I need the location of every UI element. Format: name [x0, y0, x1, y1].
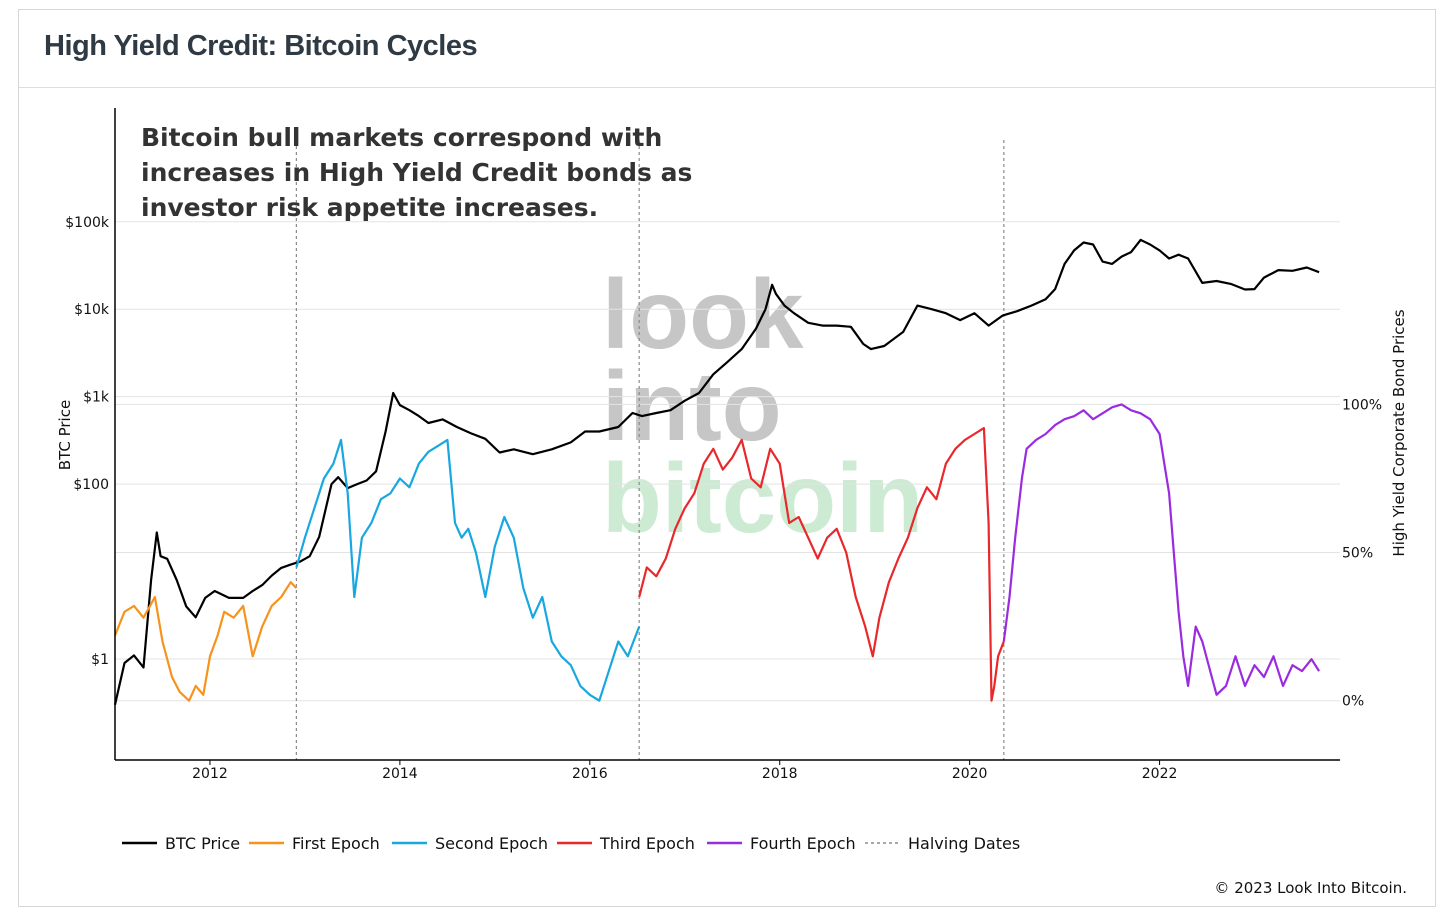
grid-lines: [115, 221, 1340, 702]
left-tick-label: $100: [73, 477, 109, 493]
series-lines: [113, 238, 1321, 705]
page-title: High Yield Credit: Bitcoin Cycles: [44, 30, 478, 62]
watermark-text: bitcoin: [602, 443, 923, 553]
legend-label: Halving Dates: [908, 834, 1020, 853]
chart-annotation: Bitcoin bull markets correspond with incr…: [141, 123, 692, 222]
annotation-line: increases in High Yield Credit bonds as: [141, 158, 692, 187]
left-tick-label: $1k: [83, 390, 110, 406]
left-tick-label: $10k: [74, 302, 110, 318]
watermark-text: into: [602, 351, 782, 461]
legend: BTC Price First Epoch Second Epoch Third Ep…: [122, 834, 1020, 853]
legend-label: Third Epoch: [599, 834, 695, 853]
x-tick-label: 2012: [192, 766, 228, 782]
annotation-line: investor risk appetite increases.: [141, 193, 598, 222]
annotation-line: Bitcoin bull markets correspond with: [141, 123, 662, 152]
x-tick-label: 2022: [1142, 766, 1178, 782]
right-tick-label: 0%: [1342, 694, 1364, 710]
legend-label: Second Epoch: [435, 834, 548, 853]
legend-label: First Epoch: [292, 834, 380, 853]
right-tick-label: 100%: [1342, 397, 1382, 413]
copyright-text: © 2023 Look Into Bitcoin.: [1214, 879, 1407, 897]
series-second-epoch: [295, 438, 641, 702]
x-tick-label: 2014: [382, 766, 418, 782]
left-tick-label: $100k: [65, 215, 110, 231]
card-header: High Yield Credit: Bitcoin Cycles: [19, 10, 1435, 88]
series-fourth-epoch: [1002, 403, 1321, 696]
x-tick-label: 2020: [952, 766, 988, 782]
right-axis-title: High Yield Corporate Bond Prices: [1390, 309, 1408, 556]
right-tick-label: 50%: [1342, 546, 1373, 562]
series-first-epoch: [113, 581, 298, 702]
left-axis-title: BTC Price: [56, 400, 74, 470]
x-tick-label: 2016: [572, 766, 608, 782]
chart-card: High Yield Credit: Bitcoin Cycles © 2023…: [18, 9, 1436, 907]
legend-label: BTC Price: [165, 834, 240, 853]
left-tick-label: $1: [91, 652, 109, 668]
legend-label: Fourth Epoch: [750, 834, 856, 853]
halving-lines: [295, 140, 1005, 760]
series-third-epoch: [638, 427, 1005, 702]
x-tick-label: 2018: [762, 766, 798, 782]
series-btc-price: [113, 238, 1320, 705]
axes: 2012 2014 2016 2018 2020 2022 $1 $100 $1k $10k $10…: [56, 108, 1408, 782]
watermark-text: look: [602, 259, 804, 369]
